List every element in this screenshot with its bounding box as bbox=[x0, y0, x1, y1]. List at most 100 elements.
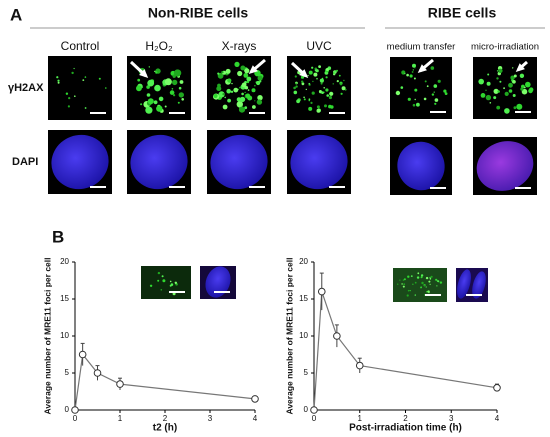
x-tick-label: 2 bbox=[163, 414, 168, 423]
focus bbox=[395, 90, 401, 96]
focus bbox=[409, 74, 413, 78]
focus bbox=[512, 94, 516, 97]
focus bbox=[406, 73, 409, 77]
micrograph bbox=[393, 268, 447, 302]
focus bbox=[56, 76, 59, 79]
focus bbox=[429, 276, 431, 279]
focus bbox=[397, 283, 399, 285]
nucleus bbox=[472, 271, 486, 299]
focus bbox=[162, 279, 166, 283]
series-line bbox=[313, 291, 498, 411]
focus bbox=[529, 87, 534, 92]
arrow-head bbox=[515, 63, 525, 72]
focus bbox=[169, 280, 172, 283]
data-point bbox=[71, 406, 79, 414]
column-label: UVC bbox=[306, 39, 332, 53]
y-axis-label: Average number of MRE11 foci per cell bbox=[284, 258, 294, 415]
focus bbox=[325, 76, 328, 79]
focus bbox=[319, 78, 324, 83]
y-tick-label: 15 bbox=[299, 294, 308, 303]
focus bbox=[480, 93, 486, 98]
focus bbox=[413, 77, 416, 80]
focus bbox=[414, 88, 418, 92]
data-point bbox=[493, 384, 501, 392]
focus bbox=[293, 86, 296, 90]
focus bbox=[401, 283, 403, 285]
x-tick-label: 1 bbox=[118, 414, 123, 423]
focus bbox=[247, 89, 250, 91]
data-point bbox=[310, 406, 318, 414]
focus bbox=[244, 68, 250, 74]
focus bbox=[439, 281, 443, 284]
focus bbox=[489, 102, 492, 104]
focus bbox=[436, 285, 438, 287]
focus bbox=[430, 275, 433, 278]
column-label: micro-irradiation bbox=[471, 42, 539, 53]
nucleus bbox=[397, 141, 445, 191]
focus bbox=[341, 86, 346, 91]
focus bbox=[315, 69, 319, 73]
focus bbox=[324, 104, 327, 108]
focus bbox=[246, 80, 250, 84]
focus bbox=[67, 105, 70, 108]
focus bbox=[161, 275, 164, 278]
focus bbox=[402, 279, 405, 281]
focus bbox=[519, 73, 525, 79]
focus bbox=[504, 91, 509, 96]
focus bbox=[316, 108, 321, 113]
y-tick-label: 5 bbox=[65, 368, 70, 377]
focus bbox=[485, 94, 492, 101]
focus bbox=[154, 70, 156, 73]
focus bbox=[425, 276, 429, 280]
focus bbox=[318, 65, 321, 68]
focus bbox=[508, 82, 513, 88]
focus bbox=[73, 67, 75, 70]
focus bbox=[434, 102, 437, 105]
focus bbox=[400, 86, 404, 89]
x-tick-label: 3 bbox=[449, 414, 454, 423]
focus bbox=[231, 82, 233, 85]
focus bbox=[140, 103, 143, 106]
data-point bbox=[317, 287, 326, 296]
focus bbox=[338, 74, 341, 77]
focus bbox=[68, 97, 71, 100]
focus bbox=[233, 87, 239, 93]
focus bbox=[149, 284, 153, 287]
focus bbox=[333, 72, 335, 74]
focus bbox=[170, 283, 174, 286]
focus bbox=[497, 90, 500, 93]
focus bbox=[437, 79, 441, 83]
panel-label: B bbox=[52, 227, 64, 246]
focus bbox=[412, 69, 414, 71]
focus bbox=[156, 105, 163, 112]
data-point bbox=[355, 361, 364, 370]
group-title: RIBE cells bbox=[428, 5, 497, 21]
column-label: H₂O₂ bbox=[145, 39, 173, 53]
focus bbox=[332, 83, 334, 85]
focus bbox=[414, 294, 416, 296]
focus bbox=[244, 91, 246, 93]
focus bbox=[216, 86, 222, 92]
nucleus bbox=[210, 134, 268, 190]
focus bbox=[222, 104, 228, 110]
focus bbox=[325, 88, 329, 92]
focus bbox=[82, 79, 85, 81]
column-label: Control bbox=[61, 39, 100, 53]
focus bbox=[510, 75, 515, 80]
focus bbox=[227, 78, 232, 83]
x-tick-label: 2 bbox=[403, 414, 408, 423]
focus bbox=[423, 284, 426, 287]
focus bbox=[172, 74, 176, 78]
focus bbox=[240, 65, 246, 71]
focus bbox=[420, 274, 424, 277]
focus bbox=[251, 88, 256, 93]
focus bbox=[84, 76, 87, 78]
focus bbox=[146, 85, 150, 89]
focus bbox=[310, 101, 313, 104]
focus bbox=[157, 271, 161, 275]
focus bbox=[316, 105, 320, 109]
panel-label: A bbox=[10, 5, 22, 24]
focus bbox=[493, 88, 499, 94]
focus bbox=[311, 66, 314, 69]
arrow-head bbox=[417, 64, 427, 73]
